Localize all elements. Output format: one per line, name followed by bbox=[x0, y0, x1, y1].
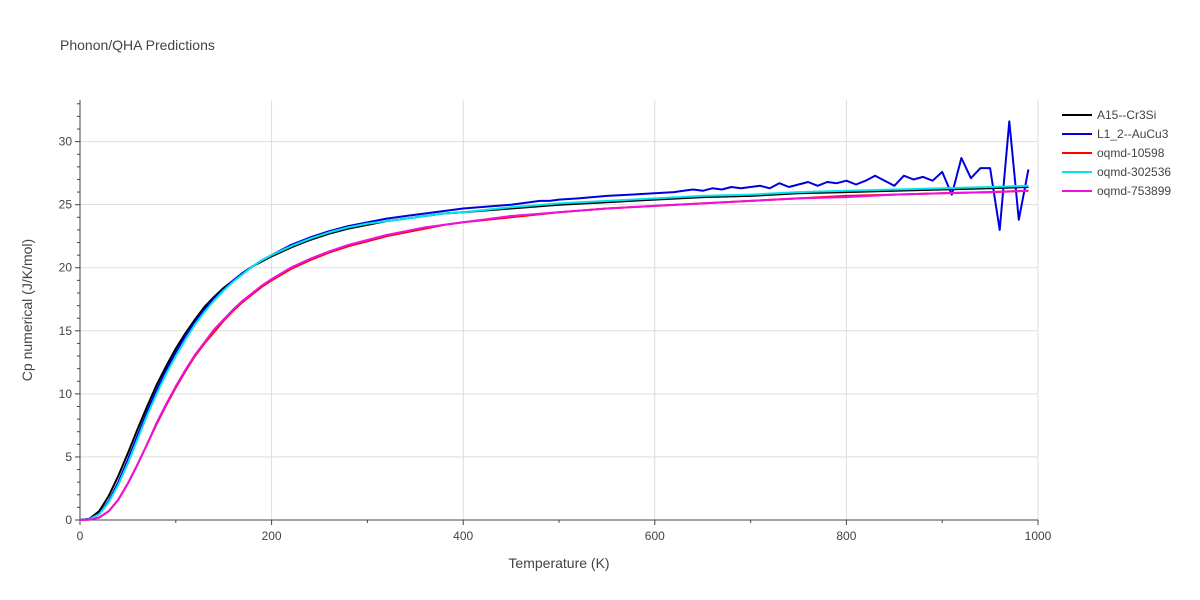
x-tick-label: 200 bbox=[262, 529, 282, 543]
legend-label: oqmd-10598 bbox=[1097, 146, 1165, 160]
series-line-a15-cr3si bbox=[79, 186, 1029, 521]
x-tick-label: 800 bbox=[836, 529, 856, 543]
x-axis-title: Temperature (K) bbox=[508, 555, 609, 571]
y-tick-label: 25 bbox=[59, 198, 73, 212]
series-layer bbox=[79, 120, 1030, 521]
chart-title: Phonon/QHA Predictions bbox=[60, 37, 215, 53]
axis-layer: 0 200 400 600 800 1000 0 5 10 15 20 25 30 bbox=[59, 100, 1052, 543]
y-tick-label: 30 bbox=[59, 135, 73, 149]
grid-layer bbox=[80, 100, 1039, 520]
x-tick-label: 1000 bbox=[1025, 529, 1052, 543]
series-line-oqmd-302536 bbox=[79, 184, 1029, 521]
series-line-l1-2-aucu3 bbox=[79, 120, 1030, 521]
legend-label: L1_2--AuCu3 bbox=[1097, 127, 1169, 141]
legend: A15--Cr3Si L1_2--AuCu3 oqmd-10598 oqmd-3025… bbox=[1062, 108, 1171, 198]
y-tick-label: 15 bbox=[59, 324, 73, 338]
x-tick-label: 600 bbox=[645, 529, 665, 543]
x-tick-label: 0 bbox=[77, 529, 84, 543]
y-tick-label: 0 bbox=[65, 513, 72, 527]
y-tick-label: 20 bbox=[59, 261, 73, 275]
series-line-oqmd-10598 bbox=[79, 189, 1029, 521]
y-tick-label: 10 bbox=[59, 387, 73, 401]
legend-label: A15--Cr3Si bbox=[1097, 108, 1156, 122]
y-tick-label: 5 bbox=[65, 450, 72, 464]
series-line-oqmd-753899 bbox=[79, 189, 1029, 521]
x-tick-label: 400 bbox=[453, 529, 473, 543]
y-axis-title: Cp numerical (J/K/mol) bbox=[19, 239, 35, 381]
legend-label: oqmd-753899 bbox=[1097, 184, 1171, 198]
legend-label: oqmd-302536 bbox=[1097, 165, 1171, 179]
